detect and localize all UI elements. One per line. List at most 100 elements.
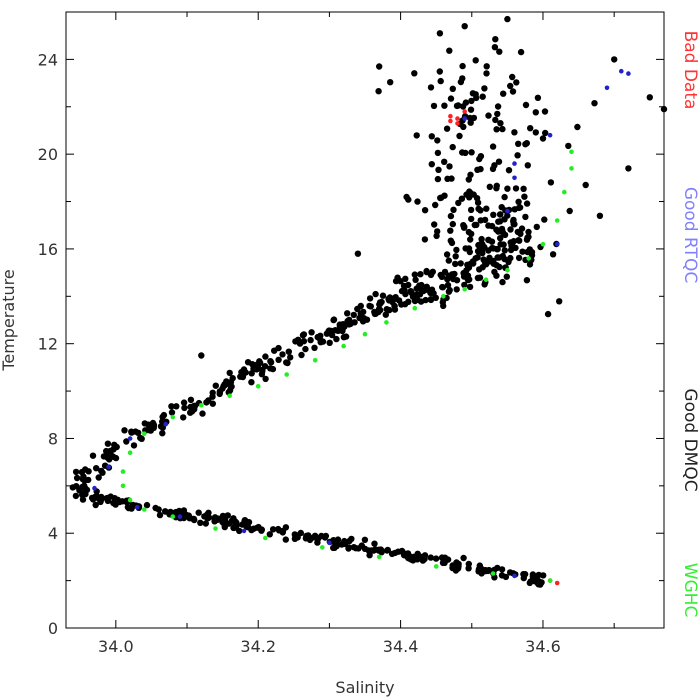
point-good-dmqc xyxy=(596,212,604,219)
point-good-rtqc xyxy=(177,514,183,519)
point-wghc xyxy=(170,514,176,519)
point-good-dmqc xyxy=(434,228,441,235)
point-good-dmqc xyxy=(523,277,531,284)
point-good-dmqc xyxy=(413,132,420,139)
point-good-dmqc xyxy=(477,207,484,214)
point-good-dmqc xyxy=(453,277,461,284)
point-good-dmqc xyxy=(128,505,135,512)
point-good-dmqc xyxy=(308,329,315,336)
point-good-dmqc xyxy=(459,149,466,156)
data-points xyxy=(69,15,668,588)
point-good-dmqc xyxy=(121,427,128,434)
point-good-dmqc xyxy=(411,297,419,305)
point-good-dmqc xyxy=(512,185,520,192)
point-good-dmqc xyxy=(481,281,488,288)
point-good-dmqc xyxy=(259,367,266,375)
point-good-dmqc xyxy=(473,195,481,202)
point-good-dmqc xyxy=(501,247,508,254)
point-good-dmqc xyxy=(282,536,289,543)
point-good-dmqc xyxy=(511,221,518,228)
point-good-dmqc xyxy=(509,73,516,81)
point-good-dmqc xyxy=(477,568,484,576)
point-good-dmqc xyxy=(467,206,475,214)
point-good-dmqc xyxy=(534,94,542,102)
point-good-dmqc xyxy=(156,511,164,519)
point-bad-data xyxy=(448,118,453,124)
point-good-dmqc xyxy=(386,306,393,314)
point-good-dmqc xyxy=(357,310,364,317)
point-good-dmqc xyxy=(267,358,274,365)
point-good-dmqc xyxy=(418,281,425,289)
point-good-dmqc xyxy=(490,211,497,218)
point-good-dmqc xyxy=(532,109,539,116)
point-good-dmqc xyxy=(394,274,401,281)
point-good-dmqc xyxy=(449,564,456,572)
point-good-dmqc xyxy=(519,248,526,255)
point-good-dmqc xyxy=(493,262,500,269)
point-good-dmqc xyxy=(275,344,282,352)
point-good-dmqc xyxy=(438,554,446,561)
point-good-dmqc xyxy=(483,70,490,77)
point-wghc xyxy=(483,277,489,283)
point-good-dmqc xyxy=(542,129,549,137)
point-good-dmqc xyxy=(481,85,488,92)
point-good-rtqc xyxy=(512,161,517,166)
point-good-dmqc xyxy=(528,248,536,256)
point-good-dmqc xyxy=(361,536,369,543)
point-good-dmqc xyxy=(372,290,379,298)
point-good-dmqc xyxy=(376,299,384,306)
point-bad-data xyxy=(554,580,560,586)
point-good-rtqc xyxy=(512,175,517,181)
y-tick-label: 8 xyxy=(48,429,58,448)
point-good-dmqc xyxy=(143,501,151,509)
point-good-dmqc xyxy=(379,292,387,299)
point-good-dmqc xyxy=(437,271,444,279)
point-good-dmqc xyxy=(346,316,353,324)
point-good-dmqc xyxy=(500,90,507,97)
point-good-dmqc xyxy=(441,559,448,566)
point-good-dmqc xyxy=(524,162,531,169)
point-good-dmqc xyxy=(493,126,500,133)
point-good-dmqc xyxy=(526,579,533,587)
point-good-dmqc xyxy=(187,396,195,403)
point-good-dmqc xyxy=(464,272,472,279)
point-good-dmqc xyxy=(494,564,501,572)
point-wghc xyxy=(547,578,553,583)
point-good-dmqc xyxy=(481,216,489,224)
point-wghc xyxy=(540,241,546,247)
y-tick-label: 0 xyxy=(48,619,58,638)
point-good-dmqc xyxy=(417,271,424,278)
point-bad-data xyxy=(462,109,468,114)
point-good-dmqc xyxy=(398,547,406,555)
point-good-dmqc xyxy=(209,400,216,407)
point-good-dmqc xyxy=(467,171,474,178)
point-good-dmqc xyxy=(236,527,243,535)
point-good-dmqc xyxy=(325,327,333,334)
point-good-dmqc xyxy=(532,129,539,136)
point-good-rtqc xyxy=(505,208,510,214)
point-good-dmqc xyxy=(485,222,492,229)
point-good-dmqc xyxy=(226,369,233,377)
point-good-dmqc xyxy=(332,539,339,546)
point-good-dmqc xyxy=(73,474,81,482)
point-good-dmqc xyxy=(212,382,219,389)
point-good-dmqc xyxy=(197,519,204,526)
point-good-dmqc xyxy=(447,227,454,234)
point-good-dmqc xyxy=(420,287,427,295)
point-good-dmqc xyxy=(448,175,455,182)
point-wghc xyxy=(490,571,496,576)
point-good-dmqc xyxy=(455,560,462,568)
point-good-dmqc xyxy=(98,496,105,503)
point-good-dmqc xyxy=(456,132,463,140)
point-good-dmqc xyxy=(318,532,325,540)
point-good-dmqc xyxy=(429,268,436,275)
point-wghc xyxy=(120,483,126,489)
point-good-dmqc xyxy=(69,484,77,491)
point-good-dmqc xyxy=(474,248,482,255)
legend-item: Good RTQC xyxy=(680,187,700,283)
point-wghc xyxy=(120,469,126,474)
point-good-dmqc xyxy=(85,468,92,475)
point-good-dmqc xyxy=(400,282,408,290)
point-wghc xyxy=(320,545,325,550)
point-good-dmqc xyxy=(410,553,418,560)
